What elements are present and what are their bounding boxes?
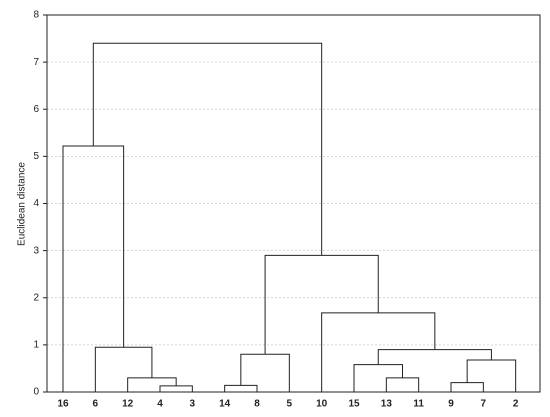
dendrogram-link	[385, 377, 420, 392]
x-tick-label: 2	[513, 399, 519, 410]
y-tick-label: 1	[33, 340, 39, 351]
y-tick-label: 8	[33, 10, 39, 21]
dendrogram-link	[224, 384, 258, 392]
y-tick-label: 0	[33, 387, 39, 398]
dendrogram-link	[466, 359, 517, 392]
x-tick-label: 11	[413, 399, 424, 410]
x-tick-label: 7	[481, 399, 487, 410]
x-tick-label: 9	[448, 399, 454, 410]
x-tick-label: 16	[57, 399, 69, 410]
dendrogram-link	[377, 349, 492, 365]
x-tick-label: 6	[93, 399, 99, 410]
dendrogram-link	[127, 377, 177, 392]
y-tick-label: 5	[33, 151, 39, 162]
x-tick-label: 14	[219, 399, 231, 410]
y-axis-label: Euclidean distance	[17, 162, 28, 246]
x-tick-label: 3	[190, 399, 196, 410]
x-tick-label: 13	[381, 399, 393, 410]
dendrogram-link	[92, 42, 323, 256]
dendrogram-link	[450, 382, 484, 392]
dendrogram-link	[353, 364, 403, 392]
y-tick-label: 4	[33, 198, 39, 209]
dendrogram-link	[240, 353, 290, 392]
x-tick-label: 8	[254, 399, 260, 410]
plot-frame	[46, 14, 541, 393]
dendrogram-link	[159, 385, 193, 392]
x-tick-label: 10	[316, 399, 328, 410]
y-tick-label: 7	[33, 57, 39, 68]
y-tick-label: 6	[33, 104, 39, 115]
x-tick-label: 4	[157, 399, 163, 410]
x-tick-label: 12	[122, 399, 134, 410]
x-tick-label: 15	[348, 399, 360, 410]
x-tick-label: 5	[287, 399, 293, 410]
dendrogram-link	[94, 346, 153, 392]
y-tick-label: 2	[33, 292, 39, 303]
dendrogram-link	[62, 145, 125, 392]
y-tick-label: 3	[33, 245, 39, 256]
